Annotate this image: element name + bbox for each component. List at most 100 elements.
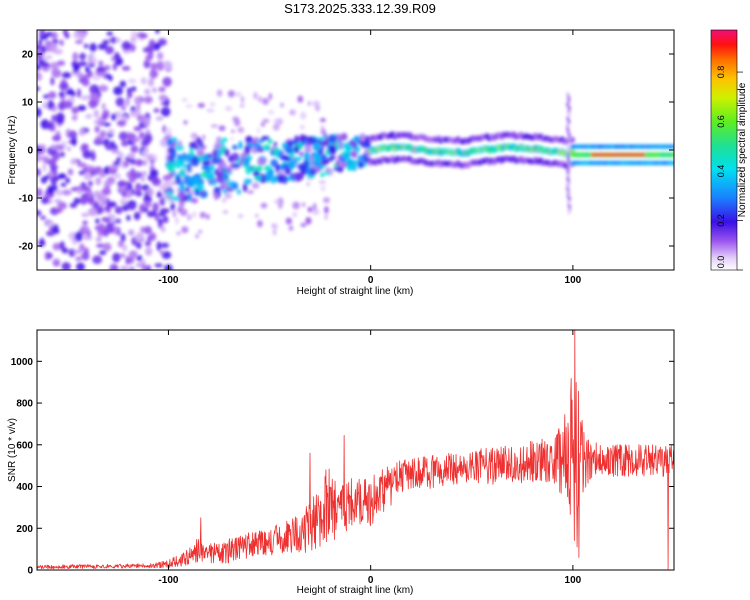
heatmap-cell: [89, 51, 95, 58]
colorbar-frame: [710, 29, 738, 271]
heatmap-cell: [37, 63, 41, 71]
heatmap-cell: [240, 96, 245, 104]
heatmap-cell: [333, 166, 339, 171]
heatmap-cell: [51, 67, 60, 78]
heatmap-cell: [52, 134, 62, 142]
heatmap-cell: [280, 154, 290, 161]
heatmap-cell: [236, 189, 242, 195]
heatmap-cell: [37, 45, 40, 50]
heatmap-cell: [231, 182, 239, 190]
heatmap-cell: [566, 126, 570, 131]
heatmap-cell: [181, 97, 188, 102]
heatmap-cell: [288, 225, 294, 231]
heatmap-cell: [206, 108, 215, 113]
heatmap-cell: [40, 61, 50, 68]
heatmap-cell: [271, 223, 277, 229]
heatmap-cell: [299, 111, 307, 120]
heatmap-cell: [192, 211, 197, 218]
heatmap-cell: [63, 101, 70, 106]
heatmap-cell: [566, 193, 570, 198]
heatmap-cell: [566, 129, 570, 134]
heatmap-cell: [81, 195, 91, 203]
heatmap-cell: [95, 218, 100, 224]
heatmap-cell: [230, 137, 234, 141]
heatmap-cell: [190, 197, 199, 204]
heatmap-cell: [350, 159, 359, 167]
heatmap-cell: [209, 102, 216, 107]
heatmap-cell: [198, 230, 203, 234]
heatmap-cell: [160, 242, 170, 249]
heatmap-cell: [359, 161, 364, 168]
heatmap-cell: [320, 185, 326, 192]
heatmap-cell: [224, 105, 233, 112]
heatmap-cells: [37, 30, 674, 270]
heatmap-cell: [119, 152, 124, 160]
heatmap-cell: [267, 109, 275, 115]
heatmap-cell: [59, 240, 65, 251]
heatmap-cell: [292, 201, 300, 210]
heatmap-x-tick-label: -100: [158, 275, 178, 286]
heatmap-cell: [275, 118, 284, 126]
heatmap-cell: [51, 114, 58, 122]
heatmap-cell: [263, 164, 271, 172]
heatmap-cell: [80, 95, 91, 101]
heatmap-cell: [162, 215, 169, 224]
heatmap-cell: [37, 152, 41, 163]
snr-y-tick-label: 400: [16, 482, 33, 493]
heatmap-cell: [337, 162, 347, 167]
heatmap-cell: [176, 175, 181, 185]
heatmap-cell: [158, 86, 166, 93]
heatmap-cell: [99, 250, 107, 256]
heatmap-cell: [76, 262, 85, 270]
heatmap-cell: [315, 105, 321, 112]
heatmap-cell: [112, 252, 121, 263]
heatmap-cell: [178, 184, 186, 193]
heatmap-cell: [61, 262, 71, 270]
heatmap-cell: [37, 39, 43, 45]
heatmap-cell: [346, 165, 354, 171]
heatmap-cell: [60, 151, 65, 158]
heatmap-cell: [568, 136, 572, 141]
heatmap-cell: [216, 89, 223, 97]
heatmap-cell: [46, 252, 53, 259]
heatmap-cell: [116, 110, 122, 120]
snr-y-axis-label: SNR (10 * v/v): [7, 418, 18, 482]
heatmap-cell: [52, 208, 63, 214]
heatmap-cell: [566, 183, 570, 188]
heatmap-cell: [87, 207, 98, 217]
heatmap-cell: [141, 263, 147, 270]
heatmap-cell: [57, 201, 67, 210]
heatmap-cell: [126, 189, 132, 199]
heatmap-cell: [130, 250, 138, 257]
heatmap-cell: [147, 50, 154, 60]
heatmap-cell: [567, 149, 571, 154]
colorbar-tick-label: 0.6: [716, 115, 726, 128]
heatmap-cell: [149, 68, 158, 79]
heatmap-cell: [77, 61, 88, 67]
heatmap-cell: [215, 177, 225, 183]
heatmap-cell: [160, 226, 166, 233]
heatmap-cell: [133, 126, 142, 132]
heatmap-cell: [37, 86, 41, 92]
heatmap-cell: [252, 171, 260, 177]
heatmap-cell: [133, 211, 141, 221]
heatmap-cell: [155, 61, 165, 71]
heatmap-cell: [284, 145, 294, 154]
heatmap-cell: [320, 159, 329, 166]
heatmap-x-tick-label: 0: [368, 275, 374, 286]
heatmap-cell: [190, 156, 200, 167]
heatmap-cell: [149, 169, 159, 178]
heatmap-cell: [285, 167, 291, 175]
heatmap-cell: [567, 109, 571, 114]
heatmap-cell: [101, 102, 106, 110]
heatmap-cell: [183, 120, 188, 125]
snr-y-tick-label: 1000: [11, 357, 34, 368]
heatmap-cell: [355, 145, 360, 154]
heatmap-cell: [121, 140, 129, 147]
heatmap-cell: [328, 144, 337, 155]
snr-y-tick-label: 600: [16, 440, 33, 451]
snr-x-tick-label: 0: [368, 575, 374, 586]
heatmap-cell: [140, 77, 147, 85]
